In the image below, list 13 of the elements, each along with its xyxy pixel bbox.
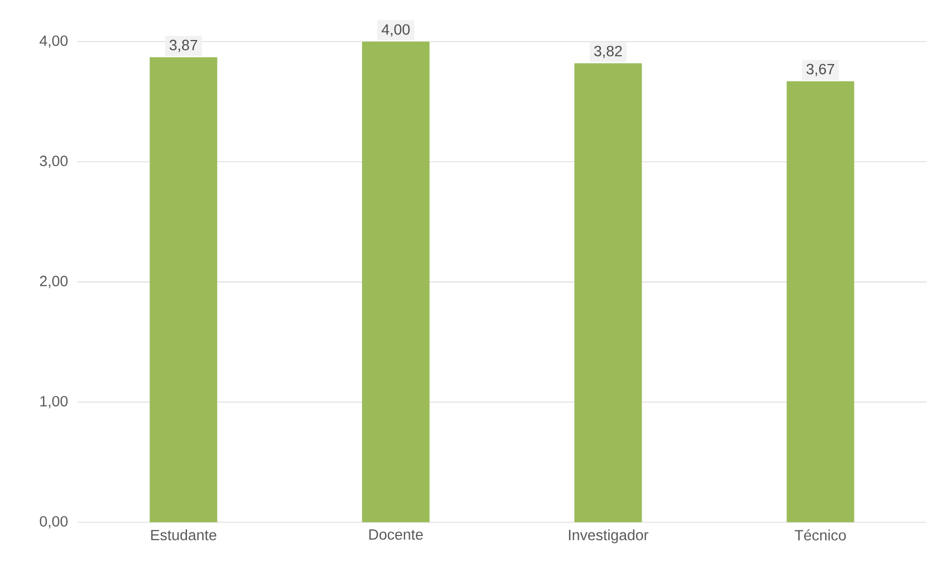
x-tick-label: Docente [369, 529, 423, 540]
y-tick-label: 0,00 [40, 516, 68, 528]
data-label: 4,00 [382, 24, 410, 37]
data-label: 3,87 [170, 40, 198, 52]
y-tick-label: 2,00 [40, 276, 68, 288]
x-tick-label: Investigador [569, 529, 648, 544]
y-tick-label: 3,00 [40, 156, 68, 168]
data-label: 3,82 [594, 46, 622, 58]
y-tick-label: 4,00 [40, 36, 68, 48]
x-tick-label: Estudante [151, 529, 216, 540]
x-tick-label: Técnico [794, 529, 846, 541]
data-label: 3,67 [806, 64, 834, 76]
y-tick-label: 1,00 [40, 396, 68, 408]
